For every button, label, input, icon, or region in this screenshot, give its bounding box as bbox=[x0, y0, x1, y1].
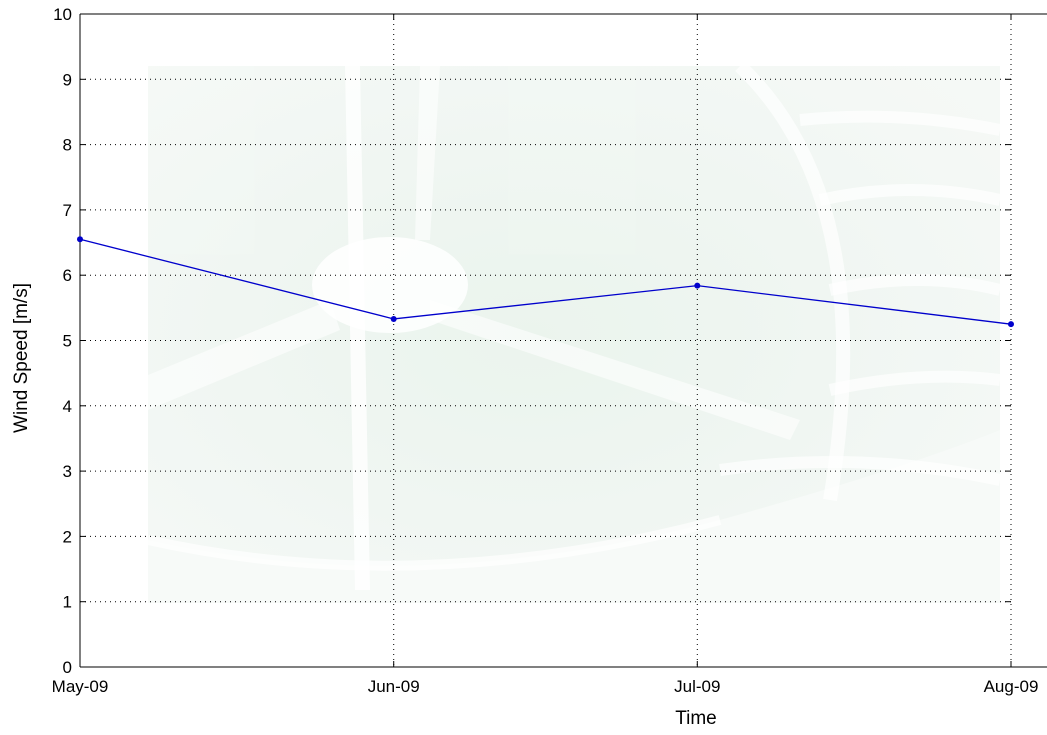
y-tick-label: 9 bbox=[63, 70, 72, 89]
y-tick-label: 4 bbox=[63, 397, 72, 416]
x-tick-label: Aug-09 bbox=[984, 677, 1039, 696]
y-axis-ticks: 0 1 2 3 4 5 6 7 8 9 10 bbox=[53, 5, 1011, 677]
y-tick-label: 1 bbox=[63, 593, 72, 612]
y-tick-label: 10 bbox=[53, 5, 72, 24]
data-point bbox=[694, 282, 701, 289]
x-axis-ticks: May-09 Jun-09 Jul-09 Aug-09 bbox=[52, 14, 1039, 696]
x-axis-label: Time bbox=[675, 708, 717, 729]
data-point bbox=[1008, 321, 1014, 328]
y-tick-label: 3 bbox=[63, 462, 72, 481]
y-tick-label: 6 bbox=[63, 266, 72, 285]
grid bbox=[80, 14, 1012, 667]
series-line bbox=[79, 238, 1012, 325]
y-tick-label: 2 bbox=[63, 527, 72, 546]
y-tick-label: 7 bbox=[63, 201, 72, 220]
x-tick-label: Jul-09 bbox=[674, 677, 720, 696]
x-tick-label: Jun-09 bbox=[368, 677, 420, 696]
watermark-logo bbox=[146, 60, 1002, 603]
x-tick-label: May-09 bbox=[52, 677, 109, 696]
data-point bbox=[77, 236, 83, 243]
y-tick-label: 8 bbox=[63, 136, 72, 155]
series-group bbox=[77, 236, 1014, 328]
y-axis-label: Wind Speed [m/s] bbox=[11, 283, 32, 433]
y-tick-label: 0 bbox=[63, 658, 72, 677]
data-point bbox=[390, 315, 397, 322]
y-tick-label: 5 bbox=[63, 332, 72, 351]
